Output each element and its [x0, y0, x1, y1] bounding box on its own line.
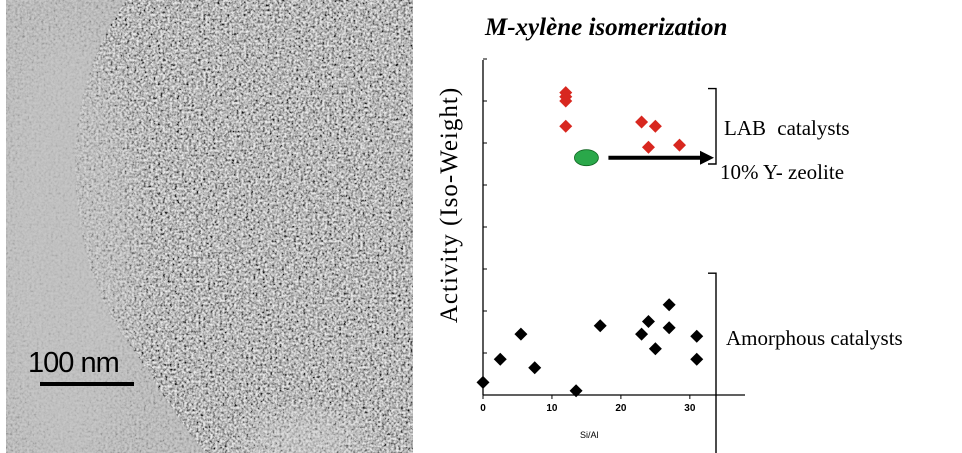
data-point-diamond [514, 327, 528, 341]
data-point-diamond [648, 119, 662, 133]
data-point-diamond [476, 375, 490, 389]
data-point-diamond [648, 342, 662, 356]
tem-micrograph [6, 0, 413, 453]
x-tick-label: 0 [480, 403, 486, 414]
x-tick-label: 20 [615, 403, 627, 414]
x-tick-label: 30 [684, 403, 696, 414]
data-point-diamond [673, 138, 686, 152]
scale-bar-label: 100 nm [28, 347, 120, 379]
annotation-y-zeolite: 10% Y- zeolite [720, 160, 845, 184]
data-point-diamond [635, 327, 649, 341]
annotation-arrow-head [700, 150, 714, 165]
data-point-diamond [690, 329, 704, 343]
chart-title: M-xylène isomerization [485, 14, 728, 41]
bracket-lab-catalysts [708, 87, 717, 165]
x-axis-label: Si/Al [580, 430, 599, 440]
data-point-diamond [593, 319, 607, 333]
data-point-diamond [559, 119, 573, 133]
scatter-plot: 0 10 20 30 [476, 58, 745, 453]
data-point-ellipse [574, 149, 599, 167]
data-point-diamond [528, 361, 542, 375]
data-point-diamond [569, 384, 583, 398]
data-point-diamond [559, 94, 573, 108]
data-point-diamond [690, 352, 704, 366]
x-tick-label: 10 [546, 403, 558, 414]
data-point-diamond [662, 321, 676, 335]
bracket-amorphous-catalysts [708, 272, 717, 453]
data-point-diamond [641, 140, 655, 154]
data-point-diamond [635, 115, 649, 129]
annotation-amorphous-catalysts: Amorphous catalysts [726, 326, 903, 350]
data-point-diamond [662, 298, 676, 312]
data-point-diamond [493, 352, 507, 366]
annotation-lab-catalysts: LAB catalysts [724, 116, 850, 140]
data-point-diamond [641, 315, 655, 328]
